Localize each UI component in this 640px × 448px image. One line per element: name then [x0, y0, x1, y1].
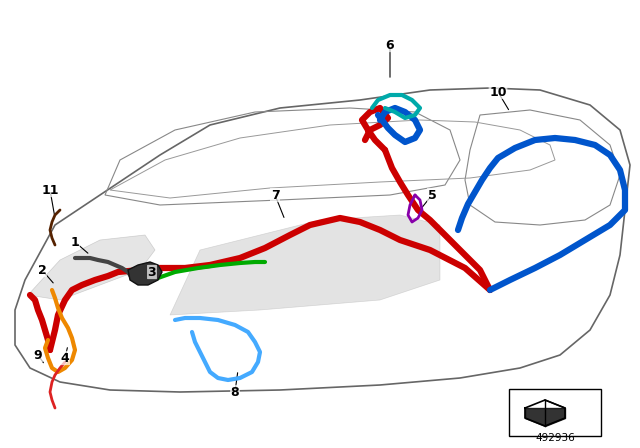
Text: 3: 3	[148, 266, 156, 279]
Text: 4: 4	[61, 352, 69, 365]
Text: 7: 7	[271, 189, 280, 202]
Polygon shape	[128, 262, 162, 285]
FancyBboxPatch shape	[509, 389, 601, 436]
Text: 8: 8	[230, 385, 239, 399]
Text: 5: 5	[428, 189, 436, 202]
Text: 6: 6	[386, 39, 394, 52]
Text: 11: 11	[41, 184, 59, 197]
Polygon shape	[170, 215, 440, 315]
Text: 492936: 492936	[535, 433, 575, 443]
Text: 2: 2	[38, 263, 46, 276]
Polygon shape	[28, 235, 155, 300]
Text: 1: 1	[70, 236, 79, 249]
Text: 10: 10	[489, 86, 507, 99]
Text: 9: 9	[34, 349, 42, 362]
